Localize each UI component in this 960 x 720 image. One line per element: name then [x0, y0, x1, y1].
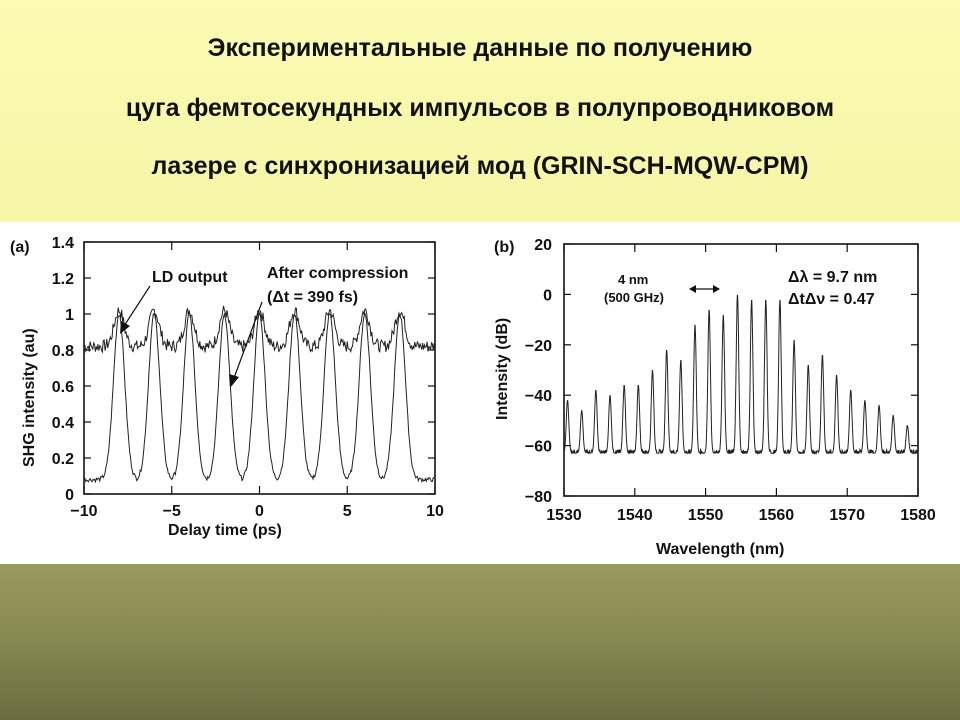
mode-spacing-double-arrow: [689, 285, 720, 293]
slide-title-line-1: Экспериментальные данные по получению: [207, 34, 753, 62]
panel-a-ytick-labels: 0 0.2 0.4 0.6 0.8 1 1.2 1.4: [52, 235, 74, 504]
ld-output-arrow: [120, 285, 151, 334]
bottom-band: [0, 564, 960, 720]
panel-a-xtick-label: 0: [255, 503, 264, 520]
panel-a-ytick-label: 1: [65, 307, 74, 324]
mode-spacing-annotation: 4 nm: [618, 272, 648, 287]
panel-a-xtick-label: −10: [70, 503, 97, 520]
mode-spacing-frequency-annotation: (500 GHz): [604, 290, 664, 305]
panel-b-xtick-label: 1560: [759, 507, 795, 524]
panel-a: (a) 0 0.2 0.4 0.6 0.8 1 1.2 1.4 −10 −5 0 5 10 Delay…: [10, 235, 444, 539]
panel-b-xtick-label: 1570: [829, 507, 865, 524]
panel-b-ytick-labels: 20 0 −20 −40 −60 −80: [525, 237, 552, 506]
panel-b-ytick-label: 20: [534, 237, 552, 254]
panel-a-ytick-label: 0: [65, 487, 74, 504]
panel-a-xtick-label: −5: [163, 503, 181, 520]
spectrum-trace: [563, 294, 919, 456]
panel-a-ytick-label: 0.2: [52, 451, 74, 468]
time-bandwidth-product-annotation: ΔtΔν = 0.47: [788, 291, 875, 308]
pulse-width-annotation: (Δt = 390 fs): [267, 289, 358, 306]
bandwidth-annotation: Δλ = 9.7 nm: [788, 269, 877, 286]
after-compression-annotation: After compression: [267, 265, 408, 282]
panel-b-plot-frame: [563, 243, 919, 497]
panel-b-xtick-label: 1530: [546, 507, 582, 524]
panel-a-ticks: [83, 241, 436, 495]
panel-b-ytick-label: −20: [525, 338, 552, 355]
panel-b-xtick-labels: 1530 1540 1550 1560 1570 1580: [546, 507, 936, 524]
panel-a-ylabel: SHG intensity (au): [21, 328, 38, 467]
panel-a-ytick-label: 0.8: [52, 343, 74, 360]
panel-b-ytick-label: −60: [525, 439, 552, 456]
panel-a-ytick-label: 0.4: [52, 415, 74, 432]
figure-svg: (a) 0 0.2 0.4 0.6 0.8 1 1.2 1.4 −10 −5 0 5 10 Delay…: [10, 235, 936, 558]
after-compression-trace: [83, 311, 436, 484]
panel-b-xtick-label: 1550: [688, 507, 724, 524]
panel-a-label: (a): [10, 239, 30, 256]
panel-a-ytick-label: 1.2: [52, 271, 74, 288]
panel-b-ytick-label: −80: [525, 489, 552, 506]
panel-a-ytick-label: 1.4: [52, 235, 74, 252]
panel-a-ytick-label: 0.6: [52, 379, 74, 396]
panel-b-xtick-label: 1580: [900, 507, 936, 524]
figure-area: (a) 0 0.2 0.4 0.6 0.8 1 1.2 1.4 −10 −5 0 5 10 Delay…: [0, 222, 960, 564]
panel-b-ytick-label: −40: [525, 388, 552, 405]
panel-b-ytick-label: 0: [543, 287, 552, 304]
panel-a-xlabel: Delay time (ps): [168, 522, 282, 539]
panel-b-xlabel: Wavelength (nm): [656, 541, 784, 558]
ld-output-trace: [83, 305, 436, 354]
title-band: Экспериментальные данные по получению цу…: [0, 0, 960, 222]
panel-a-xtick-label: 5: [343, 503, 352, 520]
panel-b-label: (b): [494, 239, 514, 256]
panel-b: (b) 20 0 −20 −40 −60 −80 1530 1540 1550 1560 1570…: [494, 237, 936, 558]
ld-output-annotation: LD output: [152, 269, 228, 286]
panel-b-xtick-label: 1540: [617, 507, 653, 524]
slide-title-line-2: цуга фемтосекундных импульсов в полупров…: [125, 94, 835, 122]
panel-a-xtick-label: 10: [426, 503, 444, 520]
slide-title-line-3: лазере с синхронизацией мод (GRIN-SCH-MQ…: [151, 152, 809, 180]
panel-b-ylabel: Intensity (dB): [494, 318, 511, 420]
panel-a-xtick-labels: −10 −5 0 5 10: [70, 503, 444, 520]
after-compression-arrow: [229, 301, 263, 388]
